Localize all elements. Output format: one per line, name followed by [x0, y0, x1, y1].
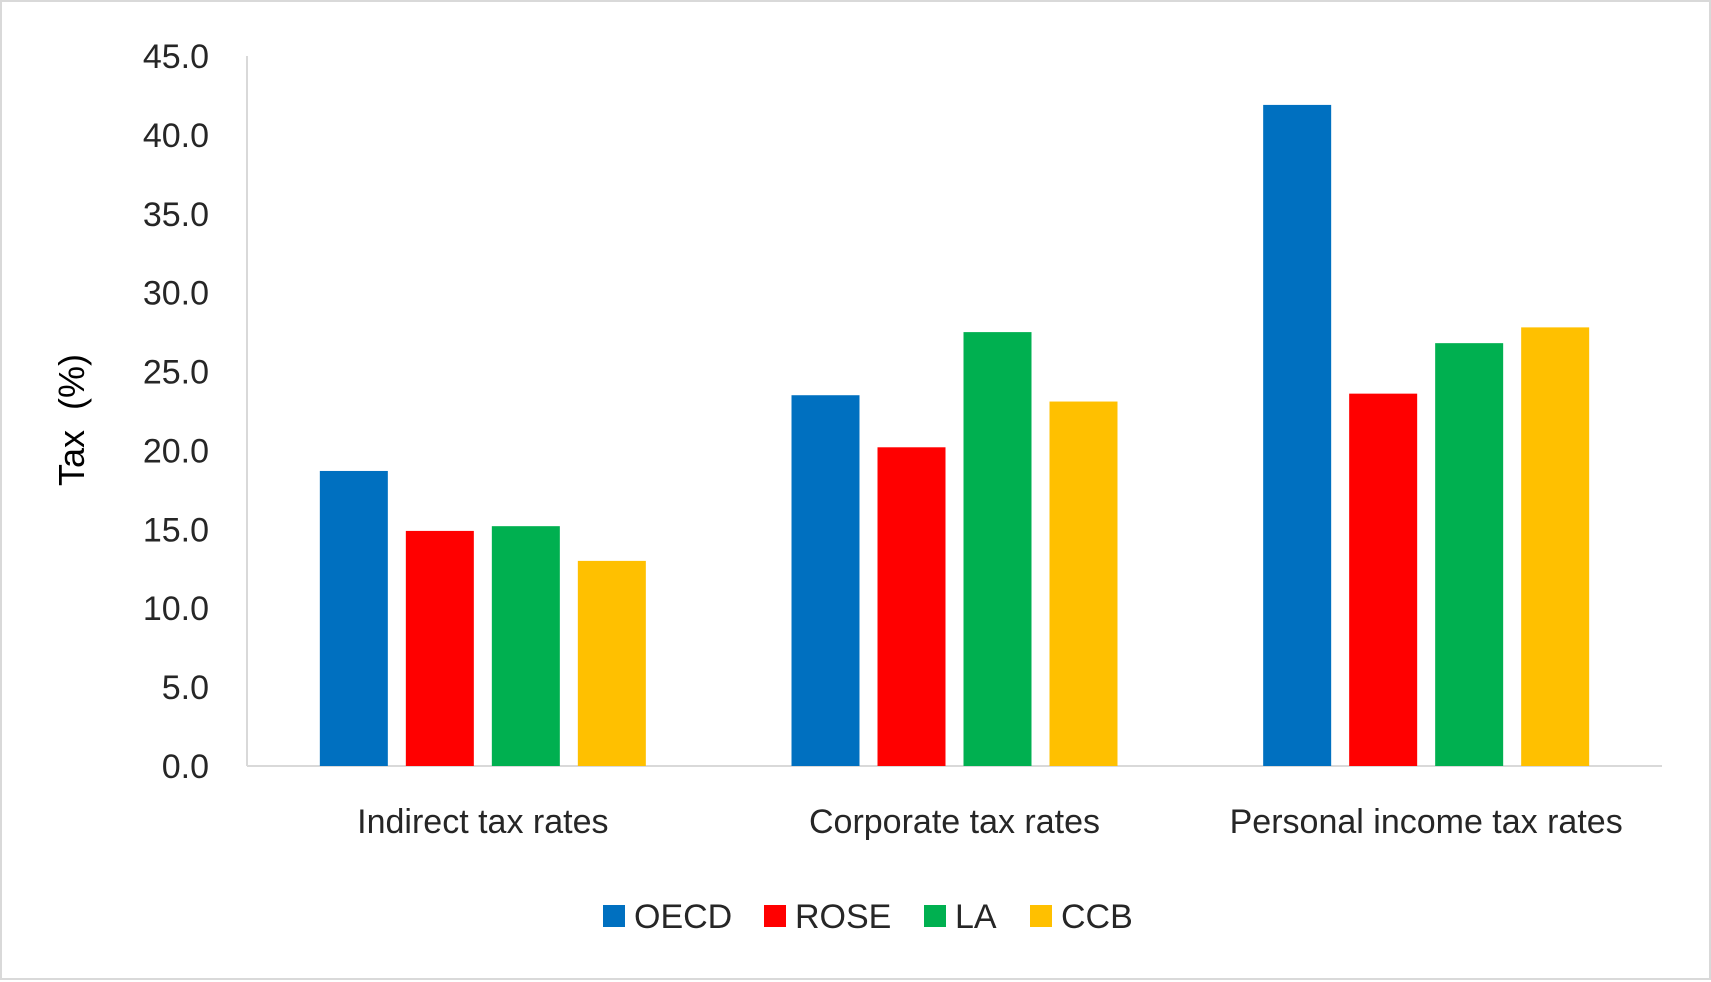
legend-swatch-ccb: [1030, 905, 1052, 927]
legend-label-oecd: OECD: [634, 898, 732, 936]
y-tick-label: 40.0: [143, 117, 209, 155]
x-category-label: Personal income tax rates: [1230, 803, 1623, 841]
x-category-label: Indirect tax rates: [357, 803, 608, 841]
bar-la-1: [963, 332, 1032, 766]
legend-swatch-la: [924, 905, 946, 927]
y-tick-label: 35.0: [143, 196, 209, 234]
x-category-label: Corporate tax rates: [809, 803, 1100, 841]
bars: [319, 104, 1590, 766]
bar-rose-1: [877, 447, 946, 766]
legend: OECD ROSE LA CCB: [603, 898, 1133, 936]
y-tick-label: 20.0: [143, 432, 209, 470]
y-tick-label: 45.0: [143, 38, 209, 76]
bar-oecd-0: [319, 470, 388, 766]
bar-rose-0: [405, 530, 474, 766]
bar-la-0: [491, 526, 560, 766]
category-labels: Indirect tax rates Corporate tax rates Per…: [357, 803, 1623, 841]
y-tick-label: 10.0: [143, 590, 209, 628]
bar-oecd-2: [1263, 104, 1332, 766]
y-tick-label: 15.0: [143, 511, 209, 549]
bar-ccb-0: [577, 560, 646, 766]
legend-label-la: LA: [955, 898, 997, 936]
legend-label-rose: ROSE: [795, 898, 891, 936]
y-axis-title: Tax (%): [51, 354, 92, 486]
bar-rose-2: [1349, 393, 1418, 766]
bar-oecd-1: [791, 395, 860, 766]
y-tick-label: 5.0: [162, 669, 209, 707]
y-axis-ticks: 0.0 5.0 10.0 15.0 20.0 25.0 30.0 35.0 40.0 45.0: [143, 38, 209, 786]
legend-swatch-rose: [764, 905, 786, 927]
legend-label-ccb: CCB: [1061, 898, 1133, 936]
bar-ccb-2: [1521, 327, 1590, 766]
y-tick-label: 30.0: [143, 275, 209, 313]
legend-swatch-oecd: [603, 905, 625, 927]
y-tick-label: 0.0: [162, 748, 209, 786]
bar-la-2: [1435, 343, 1504, 766]
y-tick-label: 25.0: [143, 354, 209, 392]
bar-ccb-1: [1049, 401, 1118, 766]
